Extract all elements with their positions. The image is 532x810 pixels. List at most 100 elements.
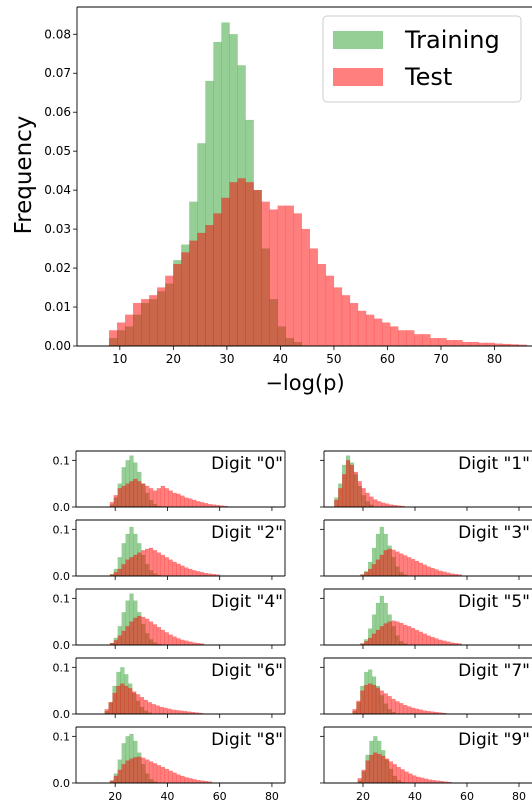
histogram-bar-test [245, 182, 254, 347]
x-tick-label: 40 [408, 790, 422, 803]
x-tick-label: 50 [326, 352, 341, 366]
y-tick-label: 0.04 [44, 183, 71, 197]
histogram-bar-test [164, 557, 169, 577]
main-y-axis-label: Frequency [11, 116, 37, 235]
digit-annotation: Digit "2" [211, 523, 283, 543]
histogram-bar-test [188, 641, 193, 646]
histogram-bar-test [171, 709, 176, 715]
histogram-bar-test [199, 572, 205, 577]
histogram-bar-test [368, 637, 373, 646]
histogram-bar-test [164, 632, 169, 646]
histogram-bar-test [149, 295, 158, 347]
digit-subplot-axes [320, 450, 532, 511]
y-tick-label: 0.03 [44, 222, 71, 236]
histogram-bar-test [157, 287, 166, 347]
histogram-bar-test [365, 314, 375, 347]
histogram-bar-test [148, 761, 154, 784]
y-tick-label: 0.1 [53, 592, 71, 605]
histogram-bar-test [141, 299, 150, 347]
y-tick-label: 0.0 [53, 639, 71, 652]
histogram-bar-test [143, 699, 148, 715]
histogram-bar-test [133, 478, 138, 508]
histogram-bar-test [121, 564, 126, 577]
histogram-bar-test [371, 684, 377, 715]
histogram-bar-test [221, 197, 230, 347]
histogram-bar-test [383, 623, 388, 646]
histogram-bar-test [125, 559, 130, 577]
histogram-bar-test [261, 201, 270, 347]
histogram-bar-test [180, 565, 185, 577]
histogram-bar-test [156, 627, 162, 646]
histogram-bar-test [399, 622, 404, 646]
histogram-bar-test [377, 753, 382, 784]
histogram-bar-test [160, 766, 165, 784]
histogram-bar-test [418, 631, 423, 646]
histogram-bar-test [253, 189, 262, 347]
histogram-bar-test [184, 777, 189, 784]
digit-subplot-bars [360, 526, 462, 577]
digit-subplot-bars [109, 526, 220, 577]
histogram-bar-test [486, 342, 495, 347]
histogram-bar-test [430, 567, 435, 577]
histogram-bar-test [179, 710, 184, 715]
histogram-bar-test [121, 764, 126, 784]
histogram-bar-test [375, 629, 381, 646]
histogram-bar-test [408, 773, 413, 784]
histogram-bar-test [423, 778, 429, 784]
histogram-bar-test [121, 485, 126, 508]
y-tick-label: 0.0 [53, 501, 71, 514]
histogram-bar-test [180, 775, 185, 784]
histogram-bar-test [357, 778, 362, 784]
histogram-bar-test [196, 571, 201, 577]
histogram-bar-test [184, 640, 189, 646]
histogram-bar-test [389, 326, 399, 347]
digit-subplot-bars [104, 667, 203, 715]
histogram-bar-test [108, 330, 118, 347]
histogram-bar-test [137, 552, 142, 577]
histogram-bar-test [135, 694, 141, 715]
histogram-bar-test [173, 264, 182, 347]
histogram-bar-test [407, 557, 412, 577]
histogram-bar-test [167, 708, 172, 715]
histogram-bar-test [381, 755, 386, 784]
histogram-bar-test [379, 690, 384, 715]
histogram-bar-test [141, 483, 146, 508]
histogram-bar-test [395, 621, 400, 646]
histogram-bar-test [427, 779, 433, 784]
digit-subplot-bars [109, 593, 205, 646]
histogram-bar-test [184, 567, 189, 577]
main-axes: 0.00 0.01 0.02 0.03 0.04 0.05 0.06 0.07 0.08 10 20… [44, 6, 532, 366]
histogram-bar-test [205, 225, 214, 347]
histogram-bar-test [133, 617, 138, 646]
histogram-bar-test [388, 761, 394, 784]
histogram-bar-test [365, 760, 370, 784]
histogram-bar-test [317, 264, 327, 347]
histogram-bar-test [333, 287, 343, 347]
digit-annotation: Digit "8" [211, 730, 283, 750]
histogram-bar-test [163, 707, 168, 715]
histogram-bar-test [309, 248, 319, 347]
digit-subplots: 0.0 0.1 Digit "0" Digit "1" 0.0 0.1 Digit "2" D… [53, 450, 532, 803]
histogram-bar-test [213, 213, 222, 347]
x-tick-label: 40 [273, 352, 288, 366]
y-tick-label: 0.1 [53, 454, 71, 467]
histogram-bar-test [180, 639, 185, 646]
legend-swatch-training [333, 31, 383, 49]
histogram-bar-test [446, 572, 451, 577]
histogram-bar-test [369, 754, 374, 784]
histogram-bar-test [116, 685, 121, 715]
histogram-bar-test [117, 488, 122, 508]
histogram-bar-test [381, 502, 386, 508]
digit-subplot-axes: 0.0 0.1 20 40 60 80 [53, 726, 286, 803]
histogram-bar-test [349, 302, 359, 347]
histogram-bar-test [125, 760, 130, 784]
histogram-bar-test [442, 571, 447, 577]
main-histogram-plot: 0.00 0.01 0.02 0.03 0.04 0.05 0.06 0.07 0.08 10 20… [11, 6, 532, 395]
histogram-bar-test [176, 638, 181, 646]
digit-subplot: Digit "1" [320, 450, 532, 511]
digit-subplot-bars [109, 455, 228, 508]
histogram-bar-test [391, 549, 396, 577]
digit-subplot-bars [352, 669, 447, 715]
histogram-bar-test [364, 641, 369, 646]
histogram-bar-test [152, 490, 158, 508]
